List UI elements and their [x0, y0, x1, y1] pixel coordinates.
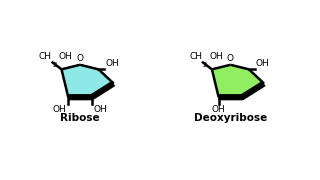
- Text: 2: 2: [203, 62, 207, 68]
- Text: O: O: [227, 54, 234, 63]
- Text: CH: CH: [39, 52, 52, 61]
- Text: CH: CH: [189, 52, 202, 61]
- Text: OH: OH: [59, 52, 73, 61]
- Text: Deoxyribose: Deoxyribose: [194, 113, 267, 123]
- Polygon shape: [212, 65, 264, 97]
- Text: OH: OH: [256, 59, 269, 68]
- Text: OH: OH: [212, 105, 226, 114]
- Text: OH: OH: [53, 105, 67, 114]
- Text: Ribose: Ribose: [60, 113, 100, 123]
- Text: OH: OH: [105, 59, 119, 68]
- Text: OH: OH: [209, 52, 223, 61]
- Polygon shape: [61, 65, 114, 97]
- Text: O: O: [76, 54, 84, 63]
- Text: 2: 2: [52, 62, 57, 68]
- Text: OH: OH: [93, 105, 107, 114]
